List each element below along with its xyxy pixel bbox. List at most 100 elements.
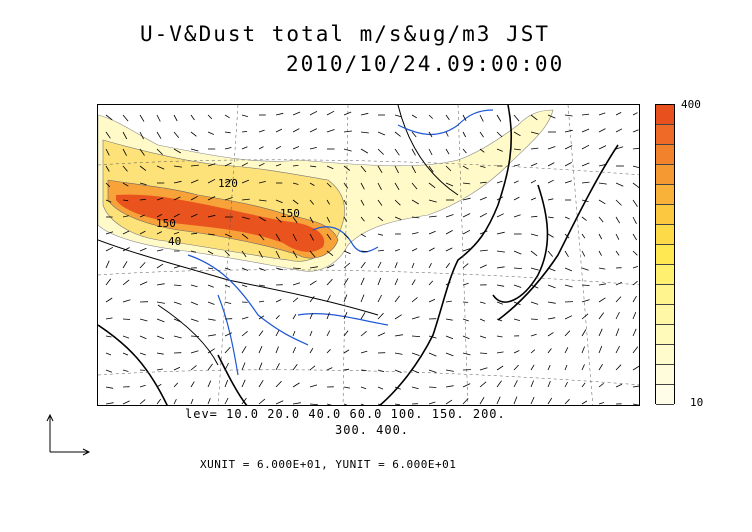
wind-arrow [173, 284, 182, 286]
wind-arrow [547, 198, 554, 201]
wind-arrow [615, 296, 622, 303]
wind-arrow [564, 162, 572, 167]
wind-arrow [428, 280, 434, 286]
wind-arrow [632, 147, 639, 150]
vector-scale-axes-icon [46, 413, 91, 456]
wind-arrow [139, 230, 146, 235]
wind-arrow [615, 146, 624, 150]
wind-arrow [241, 114, 249, 117]
wind-arrow [275, 380, 282, 388]
wind-arrow [190, 318, 199, 322]
wind-arrow [496, 335, 503, 338]
wind-arrow [377, 369, 385, 373]
wind-arrow [394, 386, 401, 390]
wind-arrow [479, 196, 487, 201]
wind-arrow [241, 162, 249, 167]
wind-arrow [547, 397, 553, 405]
colorbar-min-label: 10 [690, 396, 704, 409]
wind-arrow [598, 233, 603, 240]
wind-arrow [479, 301, 486, 304]
wind-arrow [156, 335, 165, 340]
wind-arrow [428, 386, 437, 388]
wind-arrow [190, 250, 197, 253]
wind-arrow [615, 311, 620, 320]
wind-arrow [394, 114, 402, 118]
wind-arrow [445, 352, 454, 357]
colorbar-segment [656, 365, 674, 385]
wind-arrow [292, 267, 301, 269]
wind-arrow [581, 128, 590, 133]
wind-arrow [343, 148, 352, 152]
wind-arrow [139, 114, 145, 122]
wind-arrow [377, 332, 386, 337]
wind-arrow [190, 381, 195, 388]
wind-arrow [275, 199, 283, 204]
wind-arrow [224, 197, 233, 201]
wind-arrow [292, 382, 300, 388]
wind-arrow [190, 232, 198, 235]
wind-arrow [105, 369, 113, 373]
wind-arrow [445, 214, 454, 218]
wind-arrow [564, 114, 573, 117]
wind-arrow [530, 364, 535, 371]
wind-arrow [598, 283, 607, 286]
colorbar-segment [656, 285, 674, 305]
wind-arrow [190, 179, 199, 184]
wind-arrow [241, 216, 250, 220]
wind-arrow [530, 380, 534, 388]
wind-arrow [547, 179, 554, 184]
wind-arrow [598, 182, 607, 185]
wind-arrow [598, 345, 603, 354]
wind-arrow [326, 216, 331, 223]
wind-arrow [598, 250, 602, 256]
wind-arrow [122, 148, 127, 156]
wind-arrow [411, 386, 419, 390]
wind-arrow [428, 199, 437, 203]
wind-arrow [275, 315, 280, 320]
wind-arrow [173, 301, 182, 305]
wind-arrow [309, 403, 318, 405]
wind-arrow [275, 112, 284, 116]
wind-arrow [411, 148, 416, 156]
wind-arrow [241, 250, 247, 258]
wind-arrow [377, 261, 382, 269]
wind-arrow [479, 249, 488, 252]
wind-arrow [445, 230, 453, 235]
wind-arrow [581, 216, 587, 221]
wind-arrow [292, 216, 298, 224]
wind-arrow [564, 233, 570, 239]
wind-arrow [615, 250, 620, 256]
wind-arrow [190, 213, 198, 218]
wind-arrow [445, 300, 452, 303]
wind-arrow [122, 400, 130, 405]
wind-arrow [139, 399, 146, 405]
wind-arrow [207, 348, 215, 354]
wind-arrow [241, 146, 248, 150]
contour-label: 150 [156, 217, 176, 230]
wind-arrow [479, 131, 484, 138]
colorbar-segment [656, 345, 674, 365]
wind-arrow [190, 301, 199, 306]
wind-arrow [377, 249, 384, 252]
wind-arrow [326, 367, 333, 371]
wind-arrow [530, 114, 538, 121]
wind-arrow [394, 278, 399, 286]
wind-arrow [428, 114, 433, 119]
wind-arrow [360, 277, 365, 286]
wind-arrow [309, 199, 315, 205]
wind-arrow [547, 348, 552, 354]
wind-arrow [156, 148, 163, 155]
wind-arrow [632, 199, 638, 207]
wind-arrow [547, 301, 556, 304]
wind-arrow [156, 368, 163, 371]
wind-arrow [394, 249, 400, 252]
wind-arrow [615, 182, 624, 187]
wind-arrow [224, 379, 229, 388]
wind-arrow [258, 129, 265, 133]
wind-arrow [309, 365, 316, 371]
wind-arrow [513, 267, 522, 269]
wind-arrow [122, 215, 129, 218]
wind-arrow [258, 284, 266, 287]
wind-arrow [530, 233, 539, 237]
wind-arrow [224, 346, 231, 354]
